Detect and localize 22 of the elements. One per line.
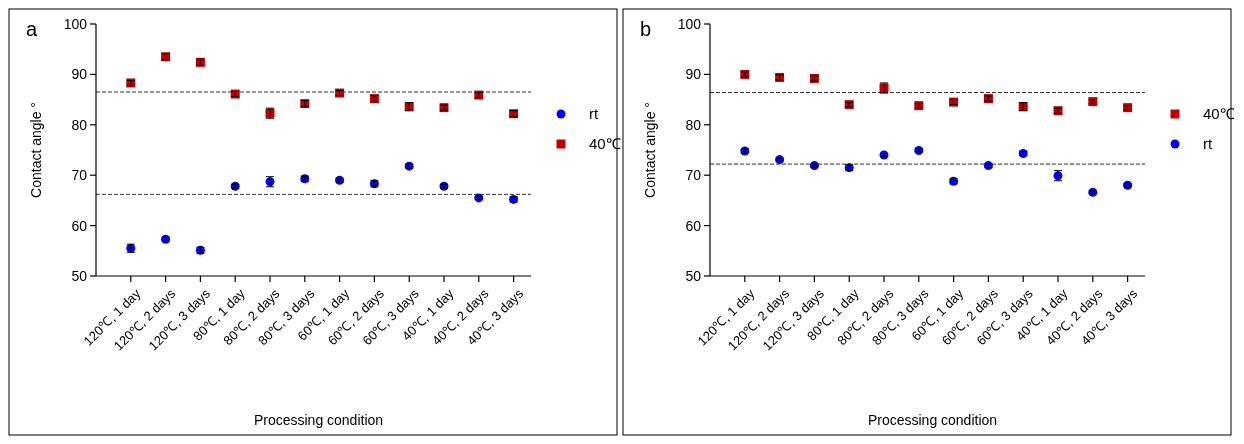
x-axis-title: Processing condition — [253, 412, 384, 428]
y-tick-label: 100 — [677, 15, 702, 32]
legend-label: rt — [589, 105, 599, 123]
y-tick-label: 50 — [685, 267, 702, 284]
y-tick-label: 50 — [71, 267, 88, 284]
y-tick-label: 90 — [71, 66, 88, 83]
y-tick-label: 70 — [685, 167, 702, 184]
y-tick-label: 80 — [685, 116, 702, 133]
y-tick-label: 80 — [71, 116, 88, 133]
chart-title: b — [640, 18, 652, 40]
y-tick-label: 60 — [685, 217, 702, 234]
legend-label: 40℃ — [1203, 105, 1235, 123]
y-axis-title: Contact angle ° — [642, 102, 658, 198]
y-tick-label: 90 — [685, 66, 702, 83]
legend-label: 40℃ — [589, 135, 621, 153]
chart-title: a — [26, 18, 38, 40]
y-tick-label: 60 — [71, 217, 88, 234]
x-axis-title: Processing condition — [867, 412, 998, 428]
y-tick-label: 100 — [63, 15, 88, 32]
legend-label: rt — [1203, 135, 1213, 153]
y-axis-title: Contact angle ° — [28, 102, 44, 198]
y-tick-label: 70 — [71, 167, 88, 184]
